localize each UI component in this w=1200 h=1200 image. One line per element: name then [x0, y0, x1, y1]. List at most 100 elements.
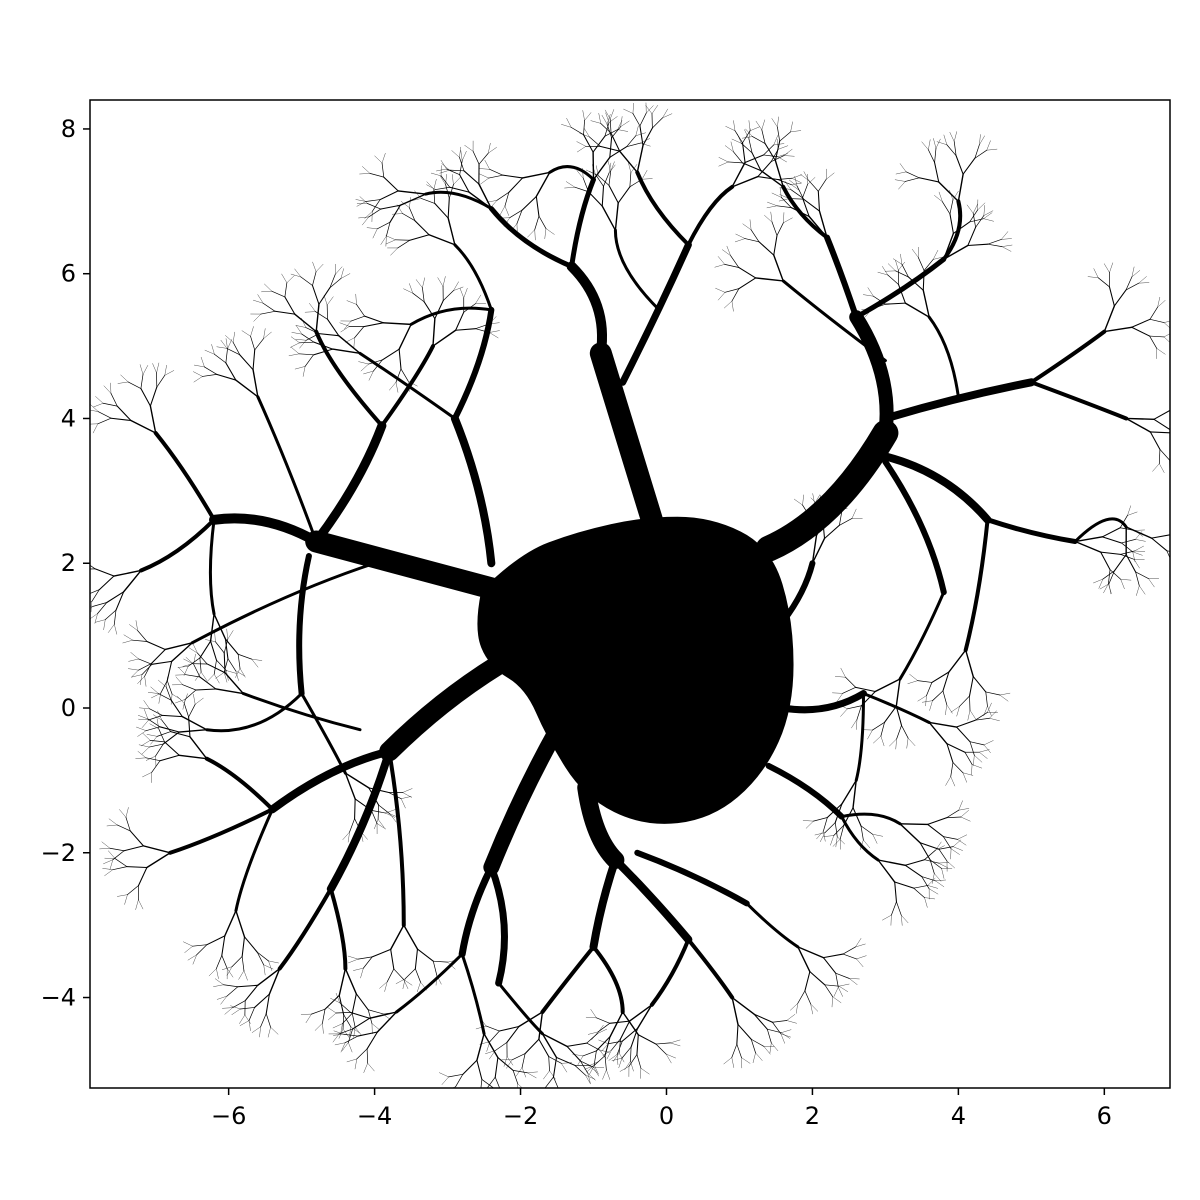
twig-segment [715, 288, 726, 293]
twig-segment [774, 159, 784, 188]
twig-segment [855, 686, 876, 692]
twig-segment [142, 733, 151, 741]
twig-segment [884, 302, 906, 305]
twig-segment [333, 1030, 344, 1035]
twig-segment [983, 212, 993, 219]
twig-segment [365, 199, 381, 202]
twig-segment [919, 842, 940, 850]
twig-segment [788, 179, 798, 187]
twig-segment [440, 175, 451, 188]
twig-segment [313, 341, 334, 350]
twig-segment [462, 151, 467, 161]
twig-segment [856, 955, 867, 960]
twig-segment [129, 830, 144, 847]
twig-segment [606, 1049, 612, 1060]
twig-segment [114, 624, 117, 635]
twig-segment [731, 996, 755, 1015]
twig-segment [362, 216, 369, 226]
twig-segment [227, 968, 234, 978]
twig-segment [385, 235, 396, 240]
twig-segment [479, 1041, 491, 1045]
twig-segment [738, 277, 757, 290]
branch-segment [451, 306, 495, 422]
twig-segment [332, 1023, 343, 1029]
twig-segment [577, 1055, 584, 1066]
twig-segment [840, 708, 848, 717]
twig-segment [521, 171, 551, 179]
twig-segment [822, 518, 826, 540]
twig-segment [225, 348, 228, 364]
twig-segment [604, 1036, 611, 1057]
branch-segment [765, 762, 845, 820]
twig-segment [922, 289, 930, 318]
twig-segment [632, 103, 634, 114]
twig-segment [585, 1074, 591, 1085]
twig-segment [253, 300, 264, 304]
twig-segment [824, 822, 836, 833]
branch-segment [854, 692, 866, 782]
twig-segment [1131, 326, 1151, 337]
twig-segment [342, 1012, 353, 1025]
twig-segment [155, 743, 164, 757]
twig-segment [867, 287, 874, 297]
twig-segment [736, 1043, 742, 1059]
twig-segment [605, 112, 610, 123]
twig-segment [415, 968, 421, 983]
twig-segment [480, 1079, 483, 1088]
twig-segment [139, 364, 144, 375]
twig-segment [946, 809, 960, 819]
twig-segment [92, 602, 108, 607]
twig-segment [781, 1032, 790, 1039]
twig-segment [196, 944, 208, 956]
twig-segment [459, 156, 465, 172]
twig-segment [347, 955, 359, 960]
twig-segment [966, 204, 974, 214]
twig-segment [967, 243, 989, 247]
twig-segment [490, 200, 498, 209]
twig-segment [376, 1011, 398, 1033]
twig-segment [541, 1033, 568, 1048]
twig-segment [587, 191, 603, 207]
twig-segment [459, 160, 463, 176]
twig-segment [127, 381, 142, 389]
twig-segment [811, 535, 818, 564]
twig-segment [348, 1042, 353, 1053]
twig-segment [257, 967, 281, 986]
twig-segment [403, 979, 409, 989]
twig-segment [913, 887, 925, 898]
twig-segment [880, 735, 885, 747]
twig-segment [922, 269, 925, 291]
twig-segment [213, 613, 227, 640]
twig-segment [986, 140, 991, 151]
twig-segment [829, 500, 839, 507]
twig-segment [750, 1038, 756, 1054]
twig-segment [400, 796, 412, 799]
twig-segment [305, 333, 320, 341]
twig-segment [92, 423, 99, 434]
twig-segment [904, 859, 926, 866]
twig-segment [960, 816, 971, 822]
twig-segment [726, 245, 731, 256]
twig-segment [374, 819, 379, 830]
branch-segment [1029, 329, 1107, 385]
twig-segment [771, 192, 782, 198]
twig-segment [929, 859, 942, 869]
twig-segment [152, 363, 157, 374]
branch-segment [204, 756, 275, 812]
twig-segment [751, 152, 762, 172]
twig-segment [766, 1028, 772, 1044]
twig-segment [950, 848, 952, 860]
twig-segment [780, 197, 792, 208]
twig-segment [475, 1025, 487, 1030]
twig-segment [1121, 542, 1134, 553]
twig-segment [1125, 417, 1155, 421]
twig-segment [141, 740, 151, 746]
twig-segment [619, 1066, 630, 1072]
twig-segment [235, 670, 239, 681]
twig-segment [734, 130, 743, 144]
twig-segment [724, 288, 740, 293]
twig-segment [459, 288, 464, 299]
twig-segment [803, 171, 809, 181]
twig-segment [797, 946, 825, 959]
twig-segment [164, 370, 175, 376]
